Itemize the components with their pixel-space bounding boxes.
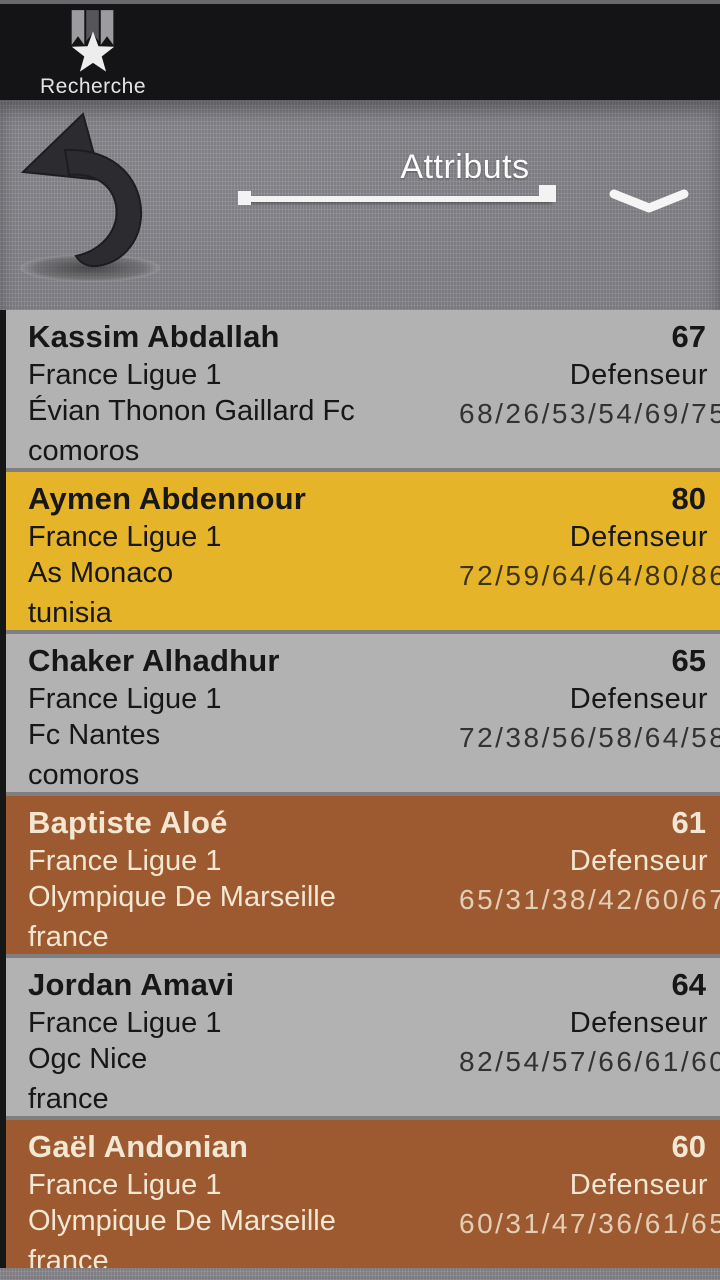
player-club: Ogc Nice <box>28 1043 148 1075</box>
dropdown-underline <box>238 185 556 205</box>
player-league: France Ligue 1 <box>28 1169 222 1201</box>
player-name: Kassim Abdallah <box>28 319 280 354</box>
player-rating: 65 <box>671 643 706 678</box>
player-club: Olympique De Marseille <box>28 881 336 913</box>
tab-label: Recherche <box>39 75 147 98</box>
player-league: France Ligue 1 <box>28 1007 222 1039</box>
player-position: Defenseur <box>569 1007 708 1039</box>
player-row[interactable]: Kassim Abdallah 67 France Ligue 1 Defens… <box>6 310 720 472</box>
player-row[interactable]: Gaël Andonian 60 France Ligue 1 Defenseu… <box>6 1120 720 1268</box>
player-position: Defenseur <box>569 359 708 391</box>
player-country: france <box>28 921 109 953</box>
player-name: Jordan Amavi <box>28 967 235 1002</box>
player-rating: 80 <box>671 481 706 516</box>
back-arrow-icon <box>20 112 143 268</box>
player-club: Évian Thonon Gaillard Fc <box>28 395 355 427</box>
player-name: Chaker Alhadhur <box>28 643 280 678</box>
tab-recherche[interactable]: Recherche <box>28 6 158 100</box>
player-country: france <box>28 1245 109 1268</box>
player-league: France Ligue 1 <box>28 359 222 391</box>
player-position: Defenseur <box>569 521 708 553</box>
player-club: As Monaco <box>28 557 174 589</box>
player-country: comoros <box>28 759 140 791</box>
medal-star-icon <box>71 10 115 72</box>
player-rating: 67 <box>671 319 706 354</box>
underline-cap-left <box>238 191 251 205</box>
player-position: Defenseur <box>569 683 708 715</box>
player-row[interactable]: Baptiste Aloé 61 France Ligue 1 Defenseu… <box>6 796 720 958</box>
player-stats: 68/26/53/54/69/75 <box>459 398 720 429</box>
player-stats: 65/31/38/42/60/67 <box>459 884 720 915</box>
player-club: Fc Nantes <box>28 719 161 751</box>
player-stats: 82/54/57/66/61/60 <box>459 1046 720 1077</box>
player-stats: 60/31/47/36/61/65 <box>459 1208 720 1239</box>
player-row[interactable]: Aymen Abdennour 80 France Ligue 1 Defens… <box>6 472 720 634</box>
player-rating: 61 <box>671 805 706 840</box>
player-position: Defenseur <box>569 845 708 877</box>
player-name: Aymen Abdennour <box>28 481 306 516</box>
player-club: Olympique De Marseille <box>28 1205 336 1237</box>
player-row[interactable]: Chaker Alhadhur 65 France Ligue 1 Defens… <box>6 634 720 796</box>
player-rating: 60 <box>671 1129 706 1164</box>
underline-cap-right <box>539 185 556 202</box>
player-position: Defenseur <box>569 1169 708 1201</box>
player-league: France Ligue 1 <box>28 683 222 715</box>
bottom-background-strip <box>0 1268 720 1280</box>
player-country: tunisia <box>28 597 112 629</box>
player-stats: 72/38/56/58/64/58 <box>459 722 720 753</box>
chevron-down-icon[interactable] <box>608 186 690 216</box>
player-list: Kassim Abdallah 67 France Ligue 1 Defens… <box>0 310 720 1268</box>
player-country: comoros <box>28 435 140 467</box>
player-league: France Ligue 1 <box>28 521 222 553</box>
dropdown-selected-label: Attributs <box>400 148 530 186</box>
screen-header: Attributs <box>0 100 720 310</box>
player-stats: 72/59/64/64/80/86 <box>459 560 720 591</box>
player-name: Gaël Andonian <box>28 1129 249 1164</box>
back-button[interactable] <box>14 112 174 297</box>
player-league: France Ligue 1 <box>28 845 222 877</box>
player-row[interactable]: Jordan Amavi 64 France Ligue 1 Defenseur… <box>6 958 720 1120</box>
player-rating: 64 <box>671 967 706 1002</box>
player-name: Baptiste Aloé <box>28 805 228 840</box>
player-country: france <box>28 1083 109 1115</box>
action-bar: Recherche <box>0 4 720 100</box>
status-bar-strip <box>0 0 720 4</box>
